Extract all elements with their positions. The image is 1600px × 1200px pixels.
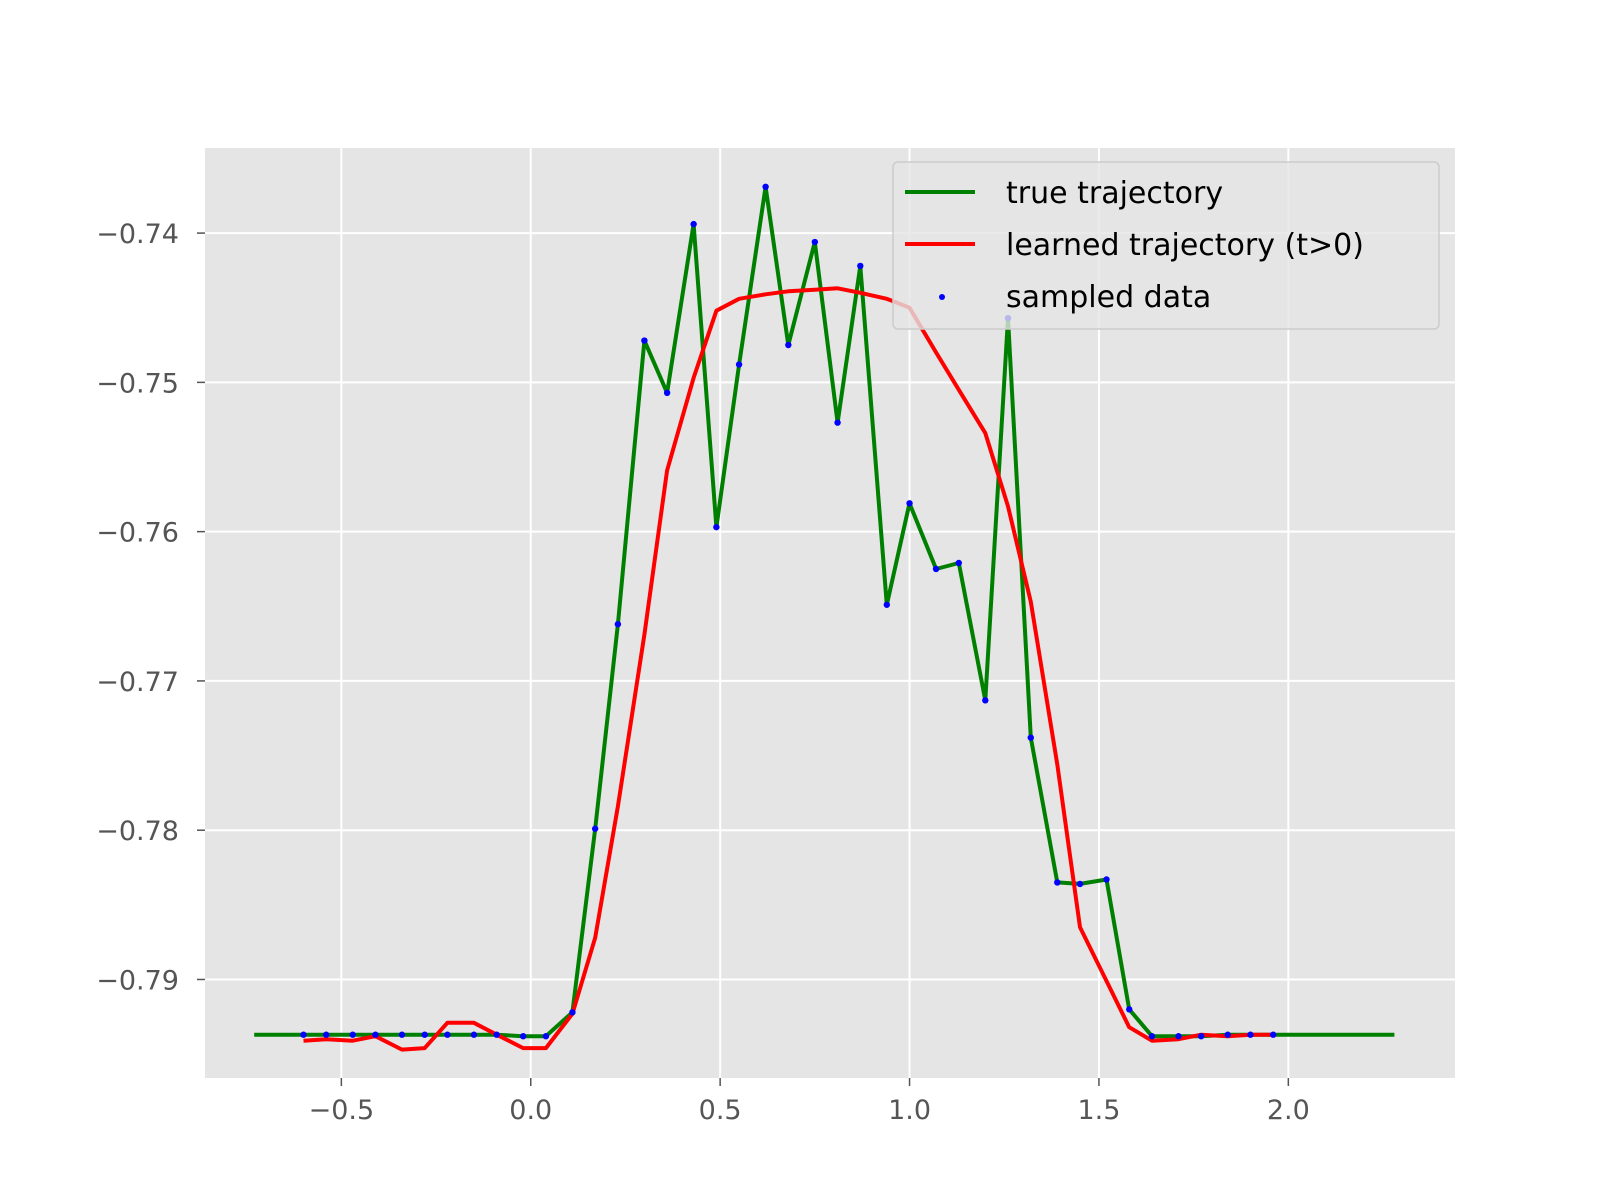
y-tick-label: −0.75 <box>96 368 179 399</box>
sampled-data-point <box>398 1031 406 1038</box>
grid-lines <box>205 148 1455 1078</box>
sampled-data-point <box>1148 1033 1156 1040</box>
sampled-data-point <box>811 238 819 246</box>
sampled-data-point <box>1054 879 1061 886</box>
y-tick-label: −0.77 <box>96 667 179 698</box>
sampled-data-point <box>323 1031 330 1038</box>
y-tick-label: −0.78 <box>96 816 179 847</box>
sampled-data-point <box>955 559 962 567</box>
sampled-data-point <box>1224 1031 1231 1038</box>
y-axis: −0.79 −0.78 −0.77 −0.76 −0.75 −0.74 <box>96 219 205 996</box>
legend-sampled-label: sampled data <box>1006 280 1211 315</box>
sampled-data-point <box>519 1033 527 1040</box>
y-tick-label: −0.76 <box>96 518 179 549</box>
x-tick-label: 0.0 <box>509 1095 552 1126</box>
sampled-data-point <box>493 1031 500 1038</box>
legend-learned-label: learned trajectory (t>0) <box>1006 228 1364 263</box>
sampled-data-point <box>614 620 622 628</box>
sampled-data-point <box>349 1031 356 1038</box>
legend-box <box>892 161 1440 330</box>
sampled-data-point <box>470 1031 478 1038</box>
series-layer <box>254 183 1395 1052</box>
sampled-data-point <box>1247 1031 1254 1038</box>
sampled-data-point <box>421 1031 428 1038</box>
sampled-data-point <box>542 1033 550 1040</box>
sampled-data-point <box>372 1031 379 1038</box>
sampled-data-point <box>713 523 720 531</box>
legend-sampled-marker <box>939 294 945 300</box>
legend-true-label: true trajectory <box>1006 176 1223 211</box>
sampled-data-point <box>690 220 697 228</box>
sampled-data-point <box>663 389 671 397</box>
y-tick-label: −0.74 <box>96 219 179 250</box>
x-tick-label: 1.5 <box>1077 1095 1120 1126</box>
sampled-data-point <box>932 565 940 573</box>
sampled-data-point <box>762 183 769 191</box>
sampled-data-point <box>1076 880 1084 888</box>
sampled-data-point <box>300 1031 307 1038</box>
sampled-data-point <box>1027 734 1034 741</box>
learned-trajectory-line <box>303 286 1274 1052</box>
x-tick-label: 0.5 <box>699 1095 742 1126</box>
x-tick-label: 1.0 <box>888 1095 931 1126</box>
y-tick-label: −0.79 <box>96 965 179 996</box>
sampled-data-point <box>591 825 599 832</box>
sampled-data-point <box>906 500 913 507</box>
sampled-data-point <box>641 337 648 344</box>
sampled-data-point <box>785 341 792 349</box>
sampled-data-point <box>982 697 989 704</box>
sampled-data-point <box>569 1009 576 1016</box>
sampled-data-point <box>1175 1033 1182 1040</box>
x-axis: −0.5 0.0 0.5 1.0 1.5 2.0 <box>309 1078 1310 1126</box>
sampled-data-point <box>735 361 743 368</box>
sampled-data-point <box>1103 876 1110 883</box>
sampled-data-point <box>1198 1033 1205 1040</box>
sampled-data-point <box>834 419 841 426</box>
x-tick-label: 2.0 <box>1267 1095 1310 1126</box>
sampled-data-point <box>857 262 864 270</box>
sampled-data-point <box>883 601 891 608</box>
sampled-data-point <box>444 1031 451 1038</box>
x-tick-label: −0.5 <box>309 1095 375 1126</box>
sampled-data-point <box>1269 1031 1277 1038</box>
sampled-data-point <box>1126 1006 1133 1013</box>
legend: true trajectory learned trajectory (t>0)… <box>892 161 1440 330</box>
